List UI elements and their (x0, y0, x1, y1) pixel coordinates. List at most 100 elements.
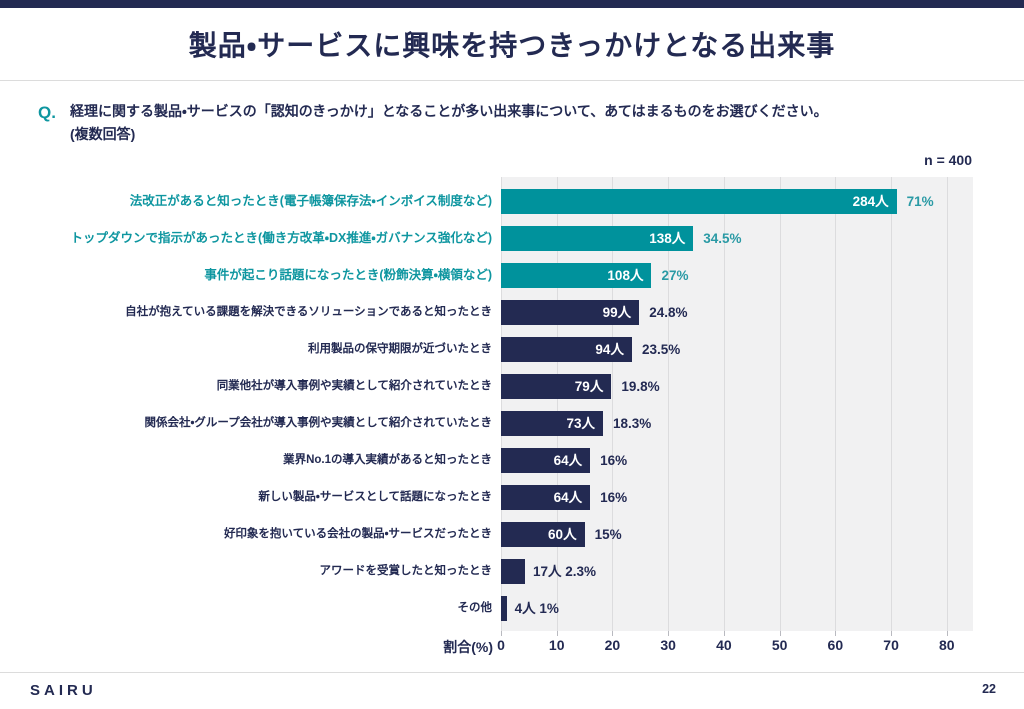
percent-label: 34.5% (703, 231, 742, 246)
axis-tick-mark (612, 631, 614, 636)
count-label: 94人 (595, 342, 624, 357)
bar (501, 189, 897, 214)
chart-row: その他 4人 1% (0, 590, 1024, 627)
percent-label: 15% (594, 527, 622, 542)
bar-zone: 17人 2.3% (501, 553, 1024, 590)
axis-tick-mark (668, 631, 670, 636)
question-mark-label: Q. (38, 103, 56, 122)
top-accent-strip (0, 0, 1024, 8)
chart-row: 好印象を抱いている会社の製品・サービスだったとき 60人 15% (0, 516, 1024, 553)
bar-zone: 79人 19.8% (501, 368, 1024, 405)
category-label: トップダウンで指示があったとき(働き方改革・DX推進・ガバナンス強化など) (70, 230, 492, 245)
chart-row: 法改正があると知ったとき(電子帳簿保存法・インボイス制度など) 284人 71% (0, 183, 1024, 220)
gridline (891, 177, 893, 631)
count-label: 64人 (553, 490, 583, 505)
chart-row: 事件が起こり話題になったとき(粉飾決算・横領など) 108人 27% (0, 257, 1024, 294)
bar-zone: 284人 71% (501, 183, 1024, 220)
percent-label: 4人 1% (514, 601, 559, 616)
bar (501, 522, 585, 547)
count-label: 60人 (548, 527, 577, 542)
axis-tick-mark (779, 631, 781, 636)
axis-tick-label: 70 (883, 637, 899, 653)
axis-tick-mark (891, 631, 893, 636)
page-number: 22 (982, 682, 996, 696)
axis-tick-label: 0 (497, 637, 505, 653)
category-label: その他 (457, 602, 493, 615)
bar-zone: 73人 18.3% (501, 405, 1024, 442)
category-label: 法改正があると知ったとき(電子帳簿保存法・インボイス制度など) (129, 193, 492, 208)
axis-tick-mark (835, 631, 837, 636)
axis-tick-mark (556, 631, 558, 636)
bar (501, 374, 612, 399)
bar (501, 559, 525, 584)
chart-row: 関係会社・グループ会社が導入事例や実績として紹介されていたとき 73人 18.3… (0, 405, 1024, 442)
bar-zone: 94人 23.5% (501, 331, 1024, 368)
category-label: 同業他社が導入事例や実績として紹介されていたとき (216, 380, 492, 393)
bar-zone: 64人 16% (501, 442, 1024, 479)
gridline (779, 177, 781, 631)
percent-label: 19.8% (621, 379, 660, 394)
bar-zone: 108人 27% (501, 257, 1024, 294)
count-label: 79人 (574, 379, 604, 394)
x-axis-title: 割合(%) (443, 639, 493, 655)
chart-row: 業界No.1の導入実績があると知ったとき 64人 16% (0, 442, 1024, 479)
gridline (946, 177, 948, 631)
axis-tick-label: 60 (827, 637, 844, 653)
gridline (612, 177, 614, 631)
count-label: 73人 (566, 416, 595, 431)
question-line-1: 経理に関する製品・サービスの「認知のきっかけ」となることが多い出来事について、あ… (69, 103, 828, 119)
chart-row: トップダウンで指示があったとき(働き方改革・DX推進・ガバナンス強化など) 13… (0, 220, 1024, 257)
bar-chart: 法改正があると知ったとき(電子帳簿保存法・インボイス制度など) 284人 71%… (0, 177, 1024, 659)
percent-label: 17人 2.3% (532, 564, 596, 579)
header-divider (0, 80, 1024, 81)
brand-logo: SAIRU (30, 682, 97, 699)
percent-label: 18.3% (612, 416, 652, 431)
plot-area (501, 177, 973, 631)
bar (501, 263, 652, 288)
count-label: 138人 (649, 231, 686, 246)
bar-zone: 4人 1% (501, 590, 1024, 627)
category-label: 自社が抱えている課題を解決できるソリューションであると知ったとき (125, 306, 492, 319)
percent-label: 24.8% (649, 305, 688, 320)
axis-tick-label: 10 (548, 637, 565, 653)
bar (501, 337, 632, 362)
category-label: 関係会社・グループ会社が導入事例や実績として紹介されていたとき (144, 417, 492, 430)
gridline (668, 177, 670, 631)
gridline (835, 177, 837, 631)
page-title: 製品・サービスに興味を持つきっかけとなる出来事 (188, 30, 836, 61)
count-label: 64人 (553, 453, 583, 468)
chart-rows: 法改正があると知ったとき(電子帳簿保存法・インボイス制度など) 284人 71%… (0, 177, 1024, 631)
x-axis: 割合(%) 0 10 20 30 40 50 60 70 80 (0, 627, 1024, 659)
axis-tick-mark (946, 631, 948, 636)
gridline (723, 177, 725, 631)
count-label: 99人 (602, 305, 632, 320)
category-label: 好印象を抱いている会社の製品・サービスだったとき (223, 528, 492, 541)
axis-tick-label: 40 (716, 637, 732, 653)
bar-zone: 138人 34.5% (501, 220, 1024, 257)
bar (501, 411, 603, 436)
percent-label: 27% (661, 268, 689, 283)
count-label: 108人 (607, 268, 644, 283)
chart-row: 自社が抱えている課題を解決できるソリューションであると知ったとき 99人 24.… (0, 294, 1024, 331)
axis-tick-label: 50 (771, 637, 788, 653)
axis-tick-label: 80 (939, 637, 955, 653)
bar (501, 300, 640, 325)
question-line-2: (複数回答) (69, 126, 136, 143)
category-label: 事件が起こり話題になったとき(粉飾決算・横領など) (204, 267, 492, 282)
question-block: Q. 経理に関する製品・サービスの「認知のきっかけ」となることが多い出来事につい… (38, 100, 974, 146)
axis-tick-mark (501, 631, 502, 636)
chart-row: 新しい製品・サービスとして話題になったとき 64人 16% (0, 479, 1024, 516)
bar (501, 448, 591, 473)
footer-divider (0, 672, 1024, 673)
percent-label: 71% (906, 194, 934, 209)
bar-zone: 99人 24.8% (501, 294, 1024, 331)
category-label: 利用製品の保守期限が近づいたとき (308, 343, 492, 356)
gridline (556, 177, 558, 631)
bar-zone: 60人 15% (501, 516, 1024, 553)
percent-label: 16% (600, 490, 628, 505)
question-text: 経理に関する製品・サービスの「認知のきっかけ」となることが多い出来事について、あ… (70, 100, 828, 146)
sample-size-label: n = 400 (924, 152, 972, 168)
percent-label: 16% (600, 453, 628, 468)
percent-label: 23.5% (641, 342, 681, 357)
